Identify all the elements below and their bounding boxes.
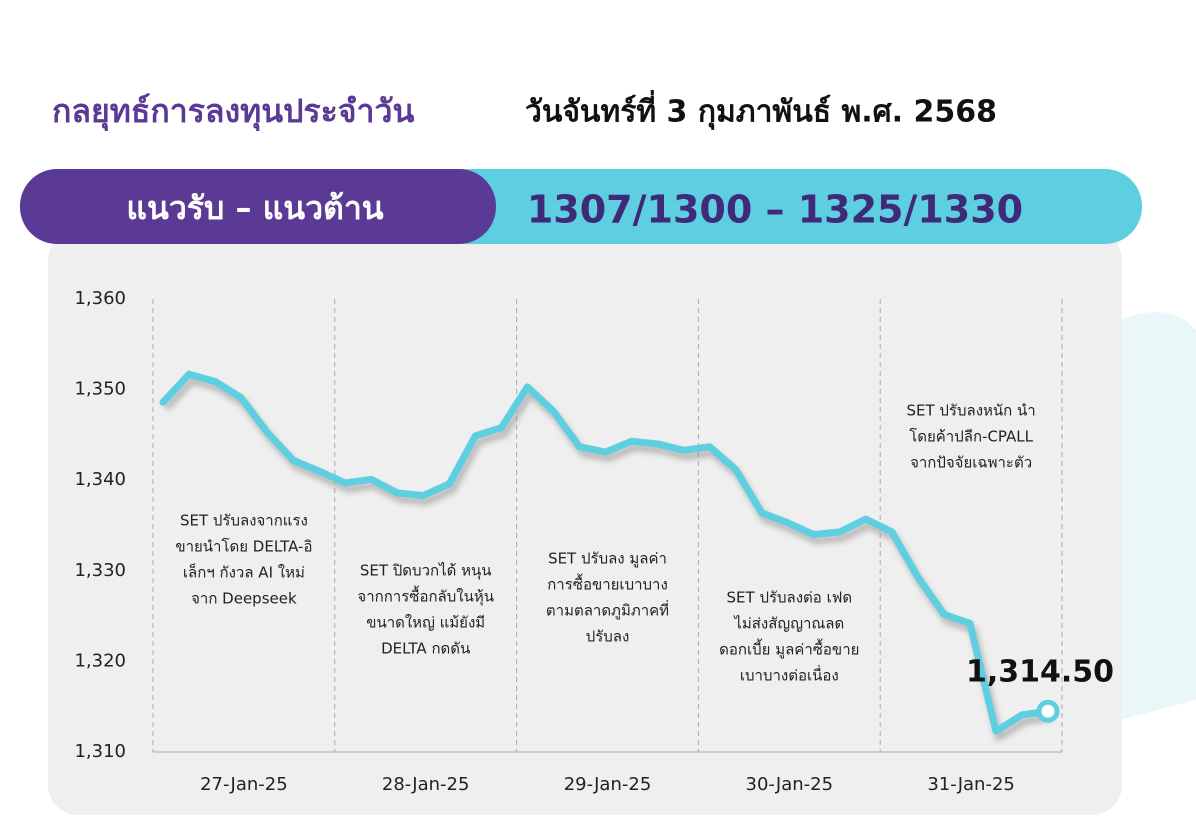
y-tick-label: 1,360	[74, 288, 126, 309]
annotation: โดยค้าปลีก-CPALL	[909, 428, 1033, 446]
x-tick-label: 27-Jan-25	[200, 774, 288, 795]
annotation: SET ปรับลง มูลค่า	[548, 550, 667, 568]
annotation: SET ปิดบวกได้ หนุน	[360, 562, 492, 581]
annotation: SET ปรับลงหนัก นำ	[906, 402, 1035, 420]
annotation: ขายนำโดย DELTA-อิ	[175, 538, 312, 556]
last-value-label: 1,314.50	[966, 655, 1114, 690]
annotation: จาก Deepseek	[191, 590, 297, 608]
last-point	[1036, 699, 1060, 723]
banner-label: แนวรับ – แนวต้าน	[126, 189, 383, 227]
subtitle: วันจันทร์ที่ 3 กุมภาพันธ์ พ.ศ. 2568	[525, 90, 997, 131]
annotation: เบาบางต่อเนื่อง	[740, 665, 839, 685]
banner-label-bg	[20, 169, 496, 244]
annotation: เล็กฯ กังวล AI ใหม่	[183, 563, 305, 582]
y-tick-label: 1,310	[74, 741, 126, 762]
x-tick-label: 29-Jan-25	[564, 774, 652, 795]
annotation: ดอกเบี้ย มูลค่าซื้อขาย	[719, 639, 859, 659]
annotation: ปรับลง	[586, 628, 630, 646]
x-tick-label: 30-Jan-25	[746, 774, 834, 795]
annotation: DELTA กดดัน	[381, 640, 470, 658]
annotation: ตามตลาดภูมิภาคที่	[546, 600, 669, 620]
line	[159, 370, 1052, 735]
annotation: SET ปรับลงต่อ เฟด	[727, 589, 853, 607]
title: กลยุทธ์การลงทุนประจำวัน	[52, 92, 414, 132]
annotation: จากปัจจัยเฉพาะตัว	[910, 454, 1032, 472]
y-tick-label: 1,330	[74, 560, 126, 581]
annotation: ขนาดใหญ่ แม้ยังมี	[366, 614, 485, 632]
decor	[1120, 312, 1196, 720]
y-tick-label: 1,340	[74, 469, 126, 490]
annotation: SET ปรับลงจากแรง	[180, 512, 308, 530]
y-tick-label: 1,350	[74, 379, 126, 400]
annotation: การซื้อขายเบาบาง	[547, 574, 668, 594]
y-tick-label: 1,320	[74, 650, 126, 671]
banner-value: 1307/1300 – 1325/1330	[527, 188, 1023, 232]
annotation: จากการซื้อกลับในหุ้น	[357, 586, 494, 607]
panel	[48, 230, 1122, 815]
x-tick-label: 28-Jan-25	[382, 774, 470, 795]
annotation: ไม่ส่งสัญญาณลด	[733, 615, 844, 633]
x-tick-label: 31-Jan-25	[927, 774, 1015, 795]
